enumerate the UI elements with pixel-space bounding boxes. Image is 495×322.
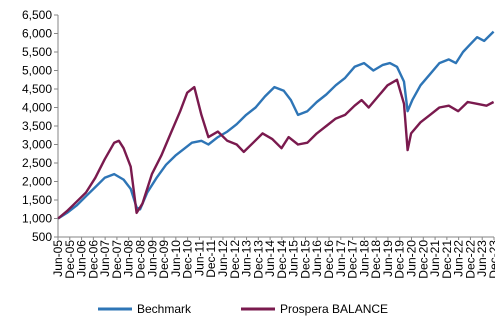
x-tick-label: Jun-12 (216, 240, 230, 277)
x-tick-label: Jun-23 (475, 240, 489, 277)
y-tick-label: 6,000 (22, 27, 52, 41)
x-tick-label: Dec-08 (133, 240, 147, 279)
y-tick-label: 3,500 (22, 119, 52, 133)
x-tick-label: Jun-13 (240, 240, 254, 277)
x-tick-label: Dec-07 (110, 240, 124, 279)
x-tick-label: Jun-14 (263, 240, 277, 277)
x-tick-label: Dec-20 (416, 240, 430, 279)
y-tick-label: 5,500 (22, 45, 52, 59)
x-tick-label: Jun-19 (381, 240, 395, 277)
y-tick-label: 3,000 (22, 138, 52, 152)
series-line-1 (57, 78, 495, 220)
x-tick-label: Jun-21 (428, 240, 442, 277)
y-tick-label: 2,500 (22, 156, 52, 170)
x-tick-label: Dec-05 (63, 240, 77, 279)
x-tick-label: Dec-06 (86, 240, 100, 279)
x-tick-label: Jun-07 (98, 240, 112, 277)
series-line-0 (57, 30, 495, 220)
y-tick-label: 6,500 (22, 8, 52, 22)
x-tick-label: Dec-14 (275, 240, 289, 279)
x-tick-label: Dec-09 (157, 240, 171, 279)
x-tick-label: Dec-15 (298, 240, 312, 279)
x-tick-label: Jun-10 (169, 240, 183, 277)
x-tick-label: Jun-15 (287, 240, 301, 277)
x-tick-label: Dec-18 (369, 240, 383, 279)
x-tick-label: Jun-05 (51, 240, 65, 277)
x-tick-label: Jun-22 (452, 240, 466, 277)
x-tick-label: Dec-11 (204, 240, 218, 278)
legend-label: Prospera BALANCE (280, 302, 388, 316)
x-tick-label: Jun-06 (75, 240, 89, 277)
x-tick-label: Dec-16 (322, 240, 336, 279)
y-tick-label: 2,000 (22, 175, 52, 189)
y-tick-label: 5,000 (22, 64, 52, 78)
x-tick-label: Dec-19 (393, 240, 407, 279)
y-axis: 500 1,000 1,500 2,000 2,500 3,000 3,500 4,000 4,… (22, 8, 59, 244)
x-tick-label: Jun-09 (145, 240, 159, 277)
x-axis: Jun-05Dec-05Jun-06Dec-06Jun-07Dec-07Jun-… (51, 236, 495, 279)
legend: Bechmark Prospera BALANCE (98, 302, 388, 316)
y-tick-label: 4,000 (22, 101, 52, 115)
x-tick-label: Jun-17 (334, 240, 348, 277)
y-tick-label: 500 (32, 230, 52, 244)
x-tick-label: Jun-20 (405, 240, 419, 277)
x-tick-label: Jun-16 (310, 240, 324, 277)
legend-label: Bechmark (137, 302, 192, 316)
y-tick-label: 1,000 (22, 212, 52, 226)
x-tick-label: Dec-17 (346, 240, 360, 279)
x-tick-label: Dec-10 (181, 240, 195, 279)
x-tick-label: Dec-22 (463, 240, 477, 279)
plot-area (57, 30, 495, 220)
x-tick-label: Dec-23 (487, 240, 495, 279)
x-tick-label: Dec-21 (440, 240, 454, 279)
x-tick-label: Jun-18 (357, 240, 371, 277)
x-tick-label: Jun-08 (122, 240, 136, 277)
x-tick-label: Dec-12 (228, 240, 242, 279)
x-tick-label: Jun-11 (192, 240, 206, 276)
y-tick-label: 1,500 (22, 193, 52, 207)
x-tick-label: Dec-13 (251, 240, 265, 279)
y-tick-label: 4,500 (22, 82, 52, 96)
